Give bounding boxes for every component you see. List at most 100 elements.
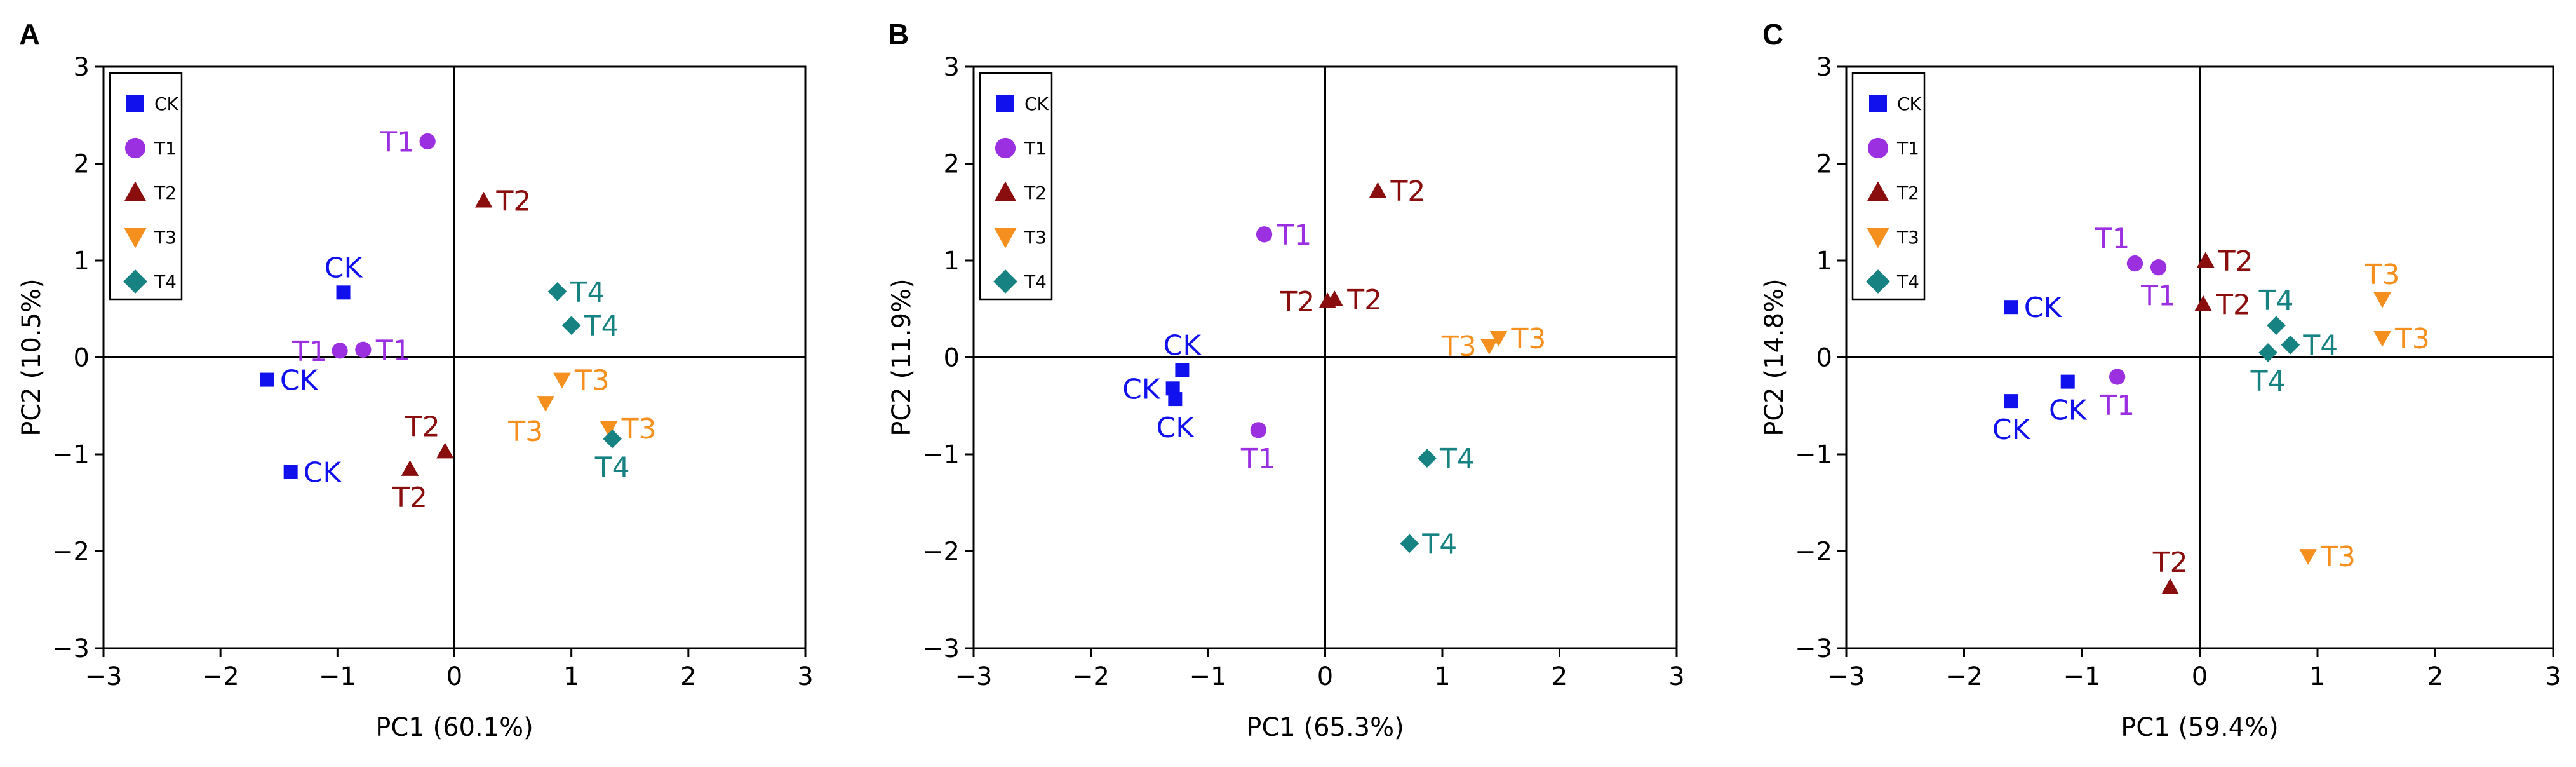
legend-item-t4: T4	[123, 269, 177, 294]
panel-letter: C	[1762, 18, 1783, 51]
legend-box	[1851, 72, 1926, 301]
y-tick-label: −2	[52, 538, 90, 567]
x-tick-label: 0	[446, 662, 462, 691]
legend-marker-t2	[994, 181, 1017, 201]
data-label: T3	[1511, 323, 1546, 355]
data-label: T3	[507, 416, 543, 448]
data-point	[401, 460, 419, 476]
legend-label: T1	[1024, 138, 1047, 159]
data-point	[355, 341, 372, 358]
data-label: T3	[2365, 259, 2400, 291]
data-label: T1	[292, 336, 327, 368]
x-tick-label: −2	[202, 662, 239, 691]
x-tick-label: −3	[85, 662, 123, 691]
data-point	[2258, 343, 2277, 362]
x-tick-label: 3	[1668, 662, 1684, 691]
data-point	[1480, 339, 1498, 355]
data-point	[537, 396, 554, 412]
legend-item-ck: CK	[996, 93, 1049, 114]
data-label: T2	[405, 411, 440, 443]
x-tick-label: 1	[1434, 662, 1450, 691]
data-label: CK	[2024, 292, 2063, 324]
series-ck: CK CK CK	[1992, 292, 2088, 446]
legend-marker-t2	[124, 181, 147, 201]
data-point	[332, 343, 348, 359]
y-tick-label: 0	[74, 344, 90, 373]
data-label: T4	[584, 310, 619, 343]
y-tick-label: 0	[1816, 344, 1832, 373]
data-label: T1	[2095, 223, 2130, 255]
x-axis-title: PC1 (60.1%)	[375, 713, 533, 742]
legend-item-t2: T2	[994, 181, 1047, 203]
legend-marker-t1	[995, 137, 1016, 159]
y-tick-label: 2	[944, 150, 960, 179]
legend-marker-t2	[1867, 181, 1889, 201]
legend-item-t2: T2	[124, 181, 177, 203]
x-tick-label: −3	[955, 662, 993, 691]
y-tick-label: −3	[1795, 634, 1832, 663]
data-label: T1	[2099, 390, 2135, 422]
y-tick-label: 3	[944, 53, 960, 82]
legend-label: T1	[1896, 138, 1919, 159]
data-label: T1	[1240, 443, 1276, 475]
data-point	[2197, 252, 2215, 268]
y-axis-title: PC2 (14.8%)	[1760, 278, 1789, 437]
y-axis-title: PC2 (11.9%)	[887, 278, 916, 437]
legend-marker-ck	[996, 95, 1014, 112]
legend-marker-t1	[1867, 137, 1889, 159]
data-point	[603, 429, 622, 449]
pca-panel-B: B −3 −2 −1 0 1 2 3 −3 −2 −1 0 1 2 3 PC1 (65.3%) PC2 (11.…	[887, 18, 1685, 742]
legend-marker-t3	[124, 228, 147, 248]
data-point	[2150, 259, 2167, 276]
legend-label: T2	[1896, 182, 1919, 203]
pca-panel-A: A −3 −2 −1 0 1 2 3 −3 −2 −1 0 1 2 3 PC1 (60.1%) PC2 (10.…	[17, 18, 814, 742]
y-tick-label: 3	[74, 53, 90, 82]
series-t2: T2 T2 T2	[392, 185, 531, 513]
data-label: CK	[2049, 395, 2088, 427]
y-tick-label: 1	[1816, 247, 1832, 276]
data-point	[547, 282, 567, 301]
data-point	[1400, 534, 1419, 553]
x-tick-label: −1	[319, 662, 356, 691]
x-tick-label: −1	[2063, 662, 2101, 691]
legend-marker-ck	[1869, 95, 1887, 112]
pca-panel-C: C −3 −2 −1 0 1 2 3 −3 −2 −1 0 1 2 3 PC1 (59.4%) PC2 (14.…	[1760, 18, 2561, 742]
data-point	[2004, 394, 2018, 409]
legend-marker-t4	[993, 269, 1017, 294]
legend-marker-t3	[1867, 228, 1889, 248]
legend-label: CK	[1897, 93, 1922, 114]
legend-marker-t3	[994, 228, 1017, 248]
data-label: T2	[2152, 546, 2188, 579]
data-point	[2281, 335, 2300, 355]
data-point	[1165, 381, 1180, 396]
legend-marker-t4	[1866, 269, 1890, 294]
data-point	[561, 316, 581, 336]
data-point	[336, 285, 351, 300]
data-point	[2267, 316, 2286, 336]
y-tick-label: −3	[922, 634, 960, 663]
y-tick-label: −2	[1795, 538, 1832, 567]
x-tick-label: −2	[1072, 662, 1110, 691]
data-label: T3	[2320, 541, 2356, 573]
data-label: CK	[1157, 412, 1195, 444]
data-label: T4	[2258, 285, 2294, 317]
y-tick-label: 1	[74, 247, 90, 276]
data-point	[2299, 549, 2317, 565]
series-t2: T2 T2 T2	[2152, 245, 2253, 594]
legend: CK T1 T2 T3 T4	[1851, 72, 1926, 301]
data-point	[436, 442, 454, 459]
data-point	[553, 372, 571, 389]
data-point	[2194, 295, 2212, 311]
x-tick-label: 1	[563, 662, 579, 691]
legend-item-ck: CK	[1869, 93, 1922, 114]
data-label: T1	[1277, 219, 1312, 252]
data-point	[2373, 292, 2391, 308]
series-ck: CK CK CK	[260, 252, 363, 489]
data-point	[2004, 300, 2018, 315]
legend-item-t3: T3	[124, 227, 177, 248]
y-tick-label: 2	[74, 150, 90, 179]
y-tick-label: −1	[922, 440, 960, 470]
data-point	[600, 421, 618, 437]
